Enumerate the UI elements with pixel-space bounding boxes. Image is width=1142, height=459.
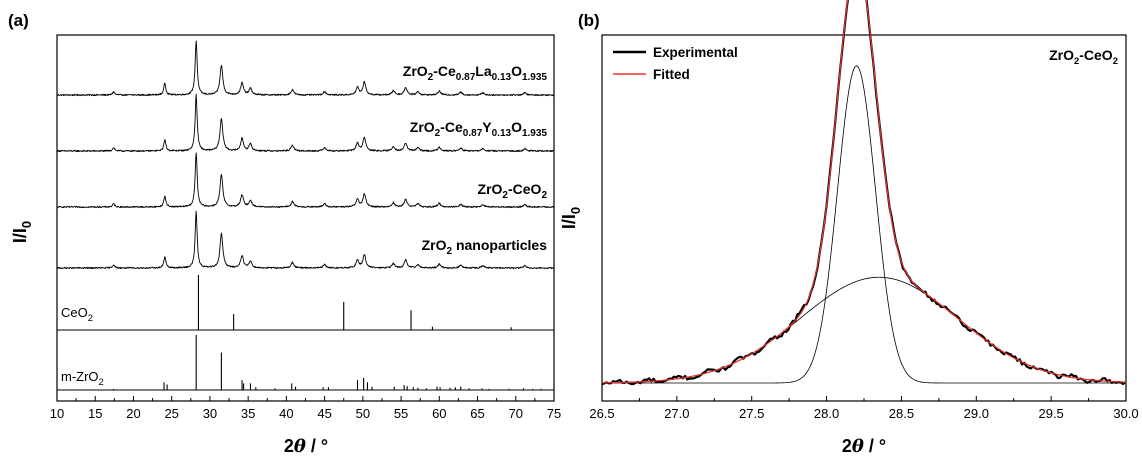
x-tick-label: 70 xyxy=(509,406,523,421)
x-tick-label: 35 xyxy=(241,406,255,421)
x-tick-label: 45 xyxy=(317,406,331,421)
ref-label-mzro2: m-ZrO2 xyxy=(61,369,104,388)
trace-label-nanoparticles: ZrO2 nanoparticles xyxy=(422,237,548,257)
x-tick-label: 28.5 xyxy=(889,406,914,421)
x-tick-label: 27.5 xyxy=(739,406,764,421)
panel-b-title: ZrO2-CeO2 xyxy=(1049,47,1118,67)
xrd-trace xyxy=(56,152,555,209)
x-tick-label: 29.5 xyxy=(1038,406,1063,421)
fitted-curve xyxy=(601,0,1127,384)
x-tick-label: 30 xyxy=(203,406,217,421)
panel-a-traces xyxy=(56,40,555,270)
xrd-trace xyxy=(56,40,555,97)
panel-b-label: (b) xyxy=(578,11,600,30)
trace-label-la: ZrO2-Ce0.87La0.13O1.935 xyxy=(403,63,548,83)
panel-b-y-axis-title: I/I0 xyxy=(559,207,583,229)
x-tick-label: 40 xyxy=(279,406,293,421)
x-tick-label: 10 xyxy=(50,406,64,421)
trace-label-ceo2: ZrO2-CeO2 xyxy=(478,181,548,201)
x-tick-label: 75 xyxy=(547,406,561,421)
panel-b: (b) 26.5 27.0 27.5 28.0 28.5 29.0 29.5 30.0 Exp… xyxy=(559,0,1139,457)
legend-fitted-label: Fitted xyxy=(653,67,690,82)
x-tick-label: 50 xyxy=(356,406,370,421)
panel-b-x-ticks: 26.5 27.0 27.5 28.0 28.5 29.0 29.5 30.0 xyxy=(589,396,1139,421)
xrd-trace xyxy=(56,93,555,153)
ref-label-ceo2: CeO2 xyxy=(61,305,93,324)
panel-a-frame xyxy=(56,34,555,402)
x-tick-label: 20 xyxy=(126,406,140,421)
x-tick-label: 27.0 xyxy=(664,406,689,421)
panel-a-reference-sticks xyxy=(113,275,542,390)
x-tick-label: 26.5 xyxy=(589,406,614,421)
panel-b-x-axis-title: 2θ / ° xyxy=(842,436,886,457)
panel-a-label: (a) xyxy=(8,11,29,30)
fit-component-curve xyxy=(602,65,1126,384)
xrd-trace xyxy=(56,210,555,270)
x-tick-label: 60 xyxy=(432,406,446,421)
fit-component-curve xyxy=(601,276,1127,384)
panel-b-curves xyxy=(601,0,1127,386)
panel-a-y-axis-title: I/I0 xyxy=(10,221,34,243)
legend-experimental-label: Experimental xyxy=(653,45,738,60)
x-tick-label: 65 xyxy=(470,406,484,421)
panel-a-x-axis-title: 2θ / ° xyxy=(284,436,328,457)
x-tick-label: 30.0 xyxy=(1113,406,1138,421)
x-tick-label: 28.0 xyxy=(814,406,839,421)
panel-a-x-ticks: 10 15 20 25 30 35 40 45 50 55 60 65 70 75 xyxy=(50,396,561,421)
x-tick-label: 15 xyxy=(88,406,102,421)
x-tick-label: 55 xyxy=(394,406,408,421)
trace-label-y: ZrO2-Ce0.87Y0.13O1.935 xyxy=(410,119,548,139)
panel-a: (a) 10 15 20 25 30 35 40 45 50 55 60 65 70 75 ZrO2-Ce… xyxy=(8,11,561,457)
x-tick-label: 25 xyxy=(164,406,178,421)
x-tick-label: 29.0 xyxy=(964,406,989,421)
